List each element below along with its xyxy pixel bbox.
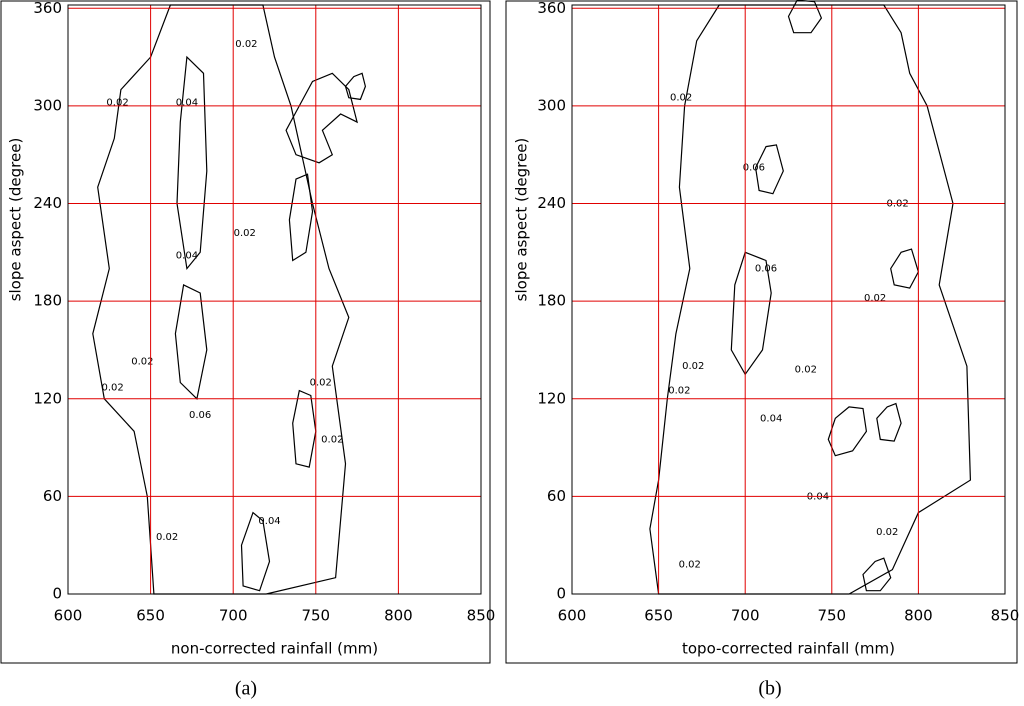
contour-label: 0.04 bbox=[258, 516, 280, 527]
contour-line bbox=[862, 557, 892, 592]
x-tick-label: 600 bbox=[558, 607, 587, 625]
y-tick-label: 120 bbox=[33, 389, 62, 407]
contour-label: 0.02 bbox=[864, 293, 886, 304]
contour-line bbox=[176, 55, 208, 271]
y-tick-label: 300 bbox=[33, 96, 62, 114]
contour-label: 0.02 bbox=[321, 434, 343, 445]
x-tick-label: 850 bbox=[467, 607, 496, 625]
x-tick-label: 700 bbox=[219, 607, 248, 625]
contour-line bbox=[890, 248, 920, 289]
x-tick-label: 750 bbox=[817, 607, 846, 625]
contour-line bbox=[730, 251, 772, 376]
contour-label: 0.06 bbox=[743, 163, 765, 174]
y-tick-label: 180 bbox=[33, 292, 62, 310]
contour-line bbox=[754, 144, 784, 195]
contour-line bbox=[292, 389, 317, 468]
contour-label: 0.02 bbox=[234, 228, 256, 239]
x-tick-label: 700 bbox=[731, 607, 760, 625]
contour-line bbox=[827, 406, 868, 457]
y-tick-label: 0 bbox=[52, 585, 62, 603]
y-tick-label: 240 bbox=[537, 194, 566, 212]
contour-label: 0.02 bbox=[670, 93, 692, 104]
contour-line bbox=[649, 4, 972, 595]
contour-line bbox=[240, 511, 271, 592]
x-tick-label: 650 bbox=[136, 607, 165, 625]
x-axis-label: topo-corrected rainfall (mm) bbox=[682, 640, 895, 658]
contour-label: 0.02 bbox=[310, 377, 332, 388]
y-tick-label: 360 bbox=[33, 0, 62, 17]
x-axis-label: non-corrected rainfall (mm) bbox=[171, 640, 378, 658]
panel-label: (b) bbox=[758, 678, 781, 700]
contour-label: 0.04 bbox=[176, 98, 198, 109]
contour-label: 0.02 bbox=[876, 527, 898, 538]
y-tick-label: 300 bbox=[537, 96, 566, 114]
contour-label: 0.04 bbox=[176, 251, 198, 262]
contour-line bbox=[174, 284, 208, 401]
panel-frame bbox=[0, 0, 491, 664]
contour-label: 0.02 bbox=[156, 532, 178, 543]
contour-label: 0.02 bbox=[101, 382, 123, 393]
x-tick-label: 850 bbox=[991, 607, 1020, 625]
plot-frame bbox=[67, 4, 482, 595]
plot-frame bbox=[571, 4, 1006, 595]
panel-frame bbox=[505, 0, 1018, 664]
y-tick-label: 0 bbox=[556, 585, 566, 603]
contour-label: 0.02 bbox=[679, 560, 701, 571]
contour-line bbox=[92, 4, 350, 595]
contour-line bbox=[876, 402, 902, 442]
x-tick-label: 650 bbox=[644, 607, 673, 625]
contour-label: 0.02 bbox=[106, 98, 128, 109]
contour-label: 0.06 bbox=[755, 264, 777, 275]
y-tick-label: 360 bbox=[537, 0, 566, 17]
contour-line bbox=[285, 72, 359, 164]
x-tick-label: 800 bbox=[904, 607, 933, 625]
x-tick-label: 750 bbox=[301, 607, 330, 625]
contour-line bbox=[787, 0, 823, 34]
contour-label: 0.02 bbox=[682, 361, 704, 372]
contour-line bbox=[344, 72, 367, 101]
contour-label: 0.02 bbox=[131, 356, 153, 367]
y-tick-label: 60 bbox=[547, 487, 566, 505]
contour-label: 0.02 bbox=[668, 386, 690, 397]
x-tick-label: 600 bbox=[54, 607, 83, 625]
y-tick-label: 240 bbox=[33, 194, 62, 212]
contour-label: 0.04 bbox=[760, 413, 782, 424]
y-tick-label: 180 bbox=[537, 292, 566, 310]
panel-label: (a) bbox=[235, 678, 257, 700]
contour-label: 0.02 bbox=[235, 39, 257, 50]
contour-label: 0.06 bbox=[189, 410, 211, 421]
y-axis-label: slope aspect (degree) bbox=[513, 138, 531, 302]
y-axis-label: slope aspect (degree) bbox=[7, 138, 25, 302]
x-tick-label: 800 bbox=[384, 607, 413, 625]
y-tick-label: 120 bbox=[537, 389, 566, 407]
contour-line bbox=[288, 173, 314, 262]
y-tick-label: 60 bbox=[43, 487, 62, 505]
contour-label: 0.02 bbox=[795, 364, 817, 375]
